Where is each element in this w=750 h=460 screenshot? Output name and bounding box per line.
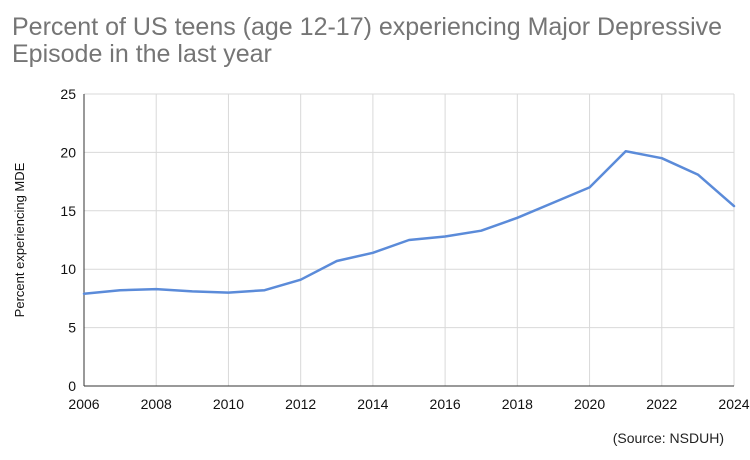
tick-labels: 0 5 10 15 20 25 2006 2008 2010 2012 2014 2016 2018 20… [12,86,750,412]
data-point [552,201,555,204]
data-point [155,288,158,291]
y-tick-label: 10 [60,261,76,277]
data-point [516,216,519,219]
data-point [444,235,447,238]
series-line [82,149,736,295]
x-tick-label: 2022 [646,396,677,412]
x-tick-label: 2010 [213,396,244,412]
x-tick-label: 2012 [285,396,316,412]
data-point [696,173,699,176]
data-point [227,291,230,294]
axes [83,94,734,387]
data-point [335,260,338,263]
y-axis-label: Percent experiencing MDE [12,162,27,317]
x-tick-label: 2008 [141,396,172,412]
y-tick-label: 0 [68,378,76,394]
data-point [624,150,627,153]
source-note: (Source: NSDUH) [612,430,724,446]
y-tick-label: 25 [60,86,76,102]
chart-title: Percent of US teens (age 12-17) experien… [12,13,723,68]
x-tick-label: 2018 [502,396,533,412]
data-point [480,229,483,232]
y-tick-label: 20 [60,144,76,160]
data-point [263,289,266,292]
data-point [83,292,86,295]
data-point [371,251,374,254]
y-tick-label: 15 [60,203,76,219]
data-point [588,186,591,189]
data-point [191,290,194,293]
y-tick-label: 5 [68,320,76,336]
x-tick-label: 2020 [574,396,605,412]
x-tick-label: 2006 [68,396,99,412]
x-tick-label: 2024 [718,396,749,412]
series-layer [82,149,736,295]
data-point [299,278,302,281]
data-point [733,205,736,208]
x-tick-label: 2016 [430,396,461,412]
data-point [660,157,663,160]
x-tick-label: 2014 [357,396,388,412]
data-point [119,289,122,292]
data-point [408,239,411,242]
